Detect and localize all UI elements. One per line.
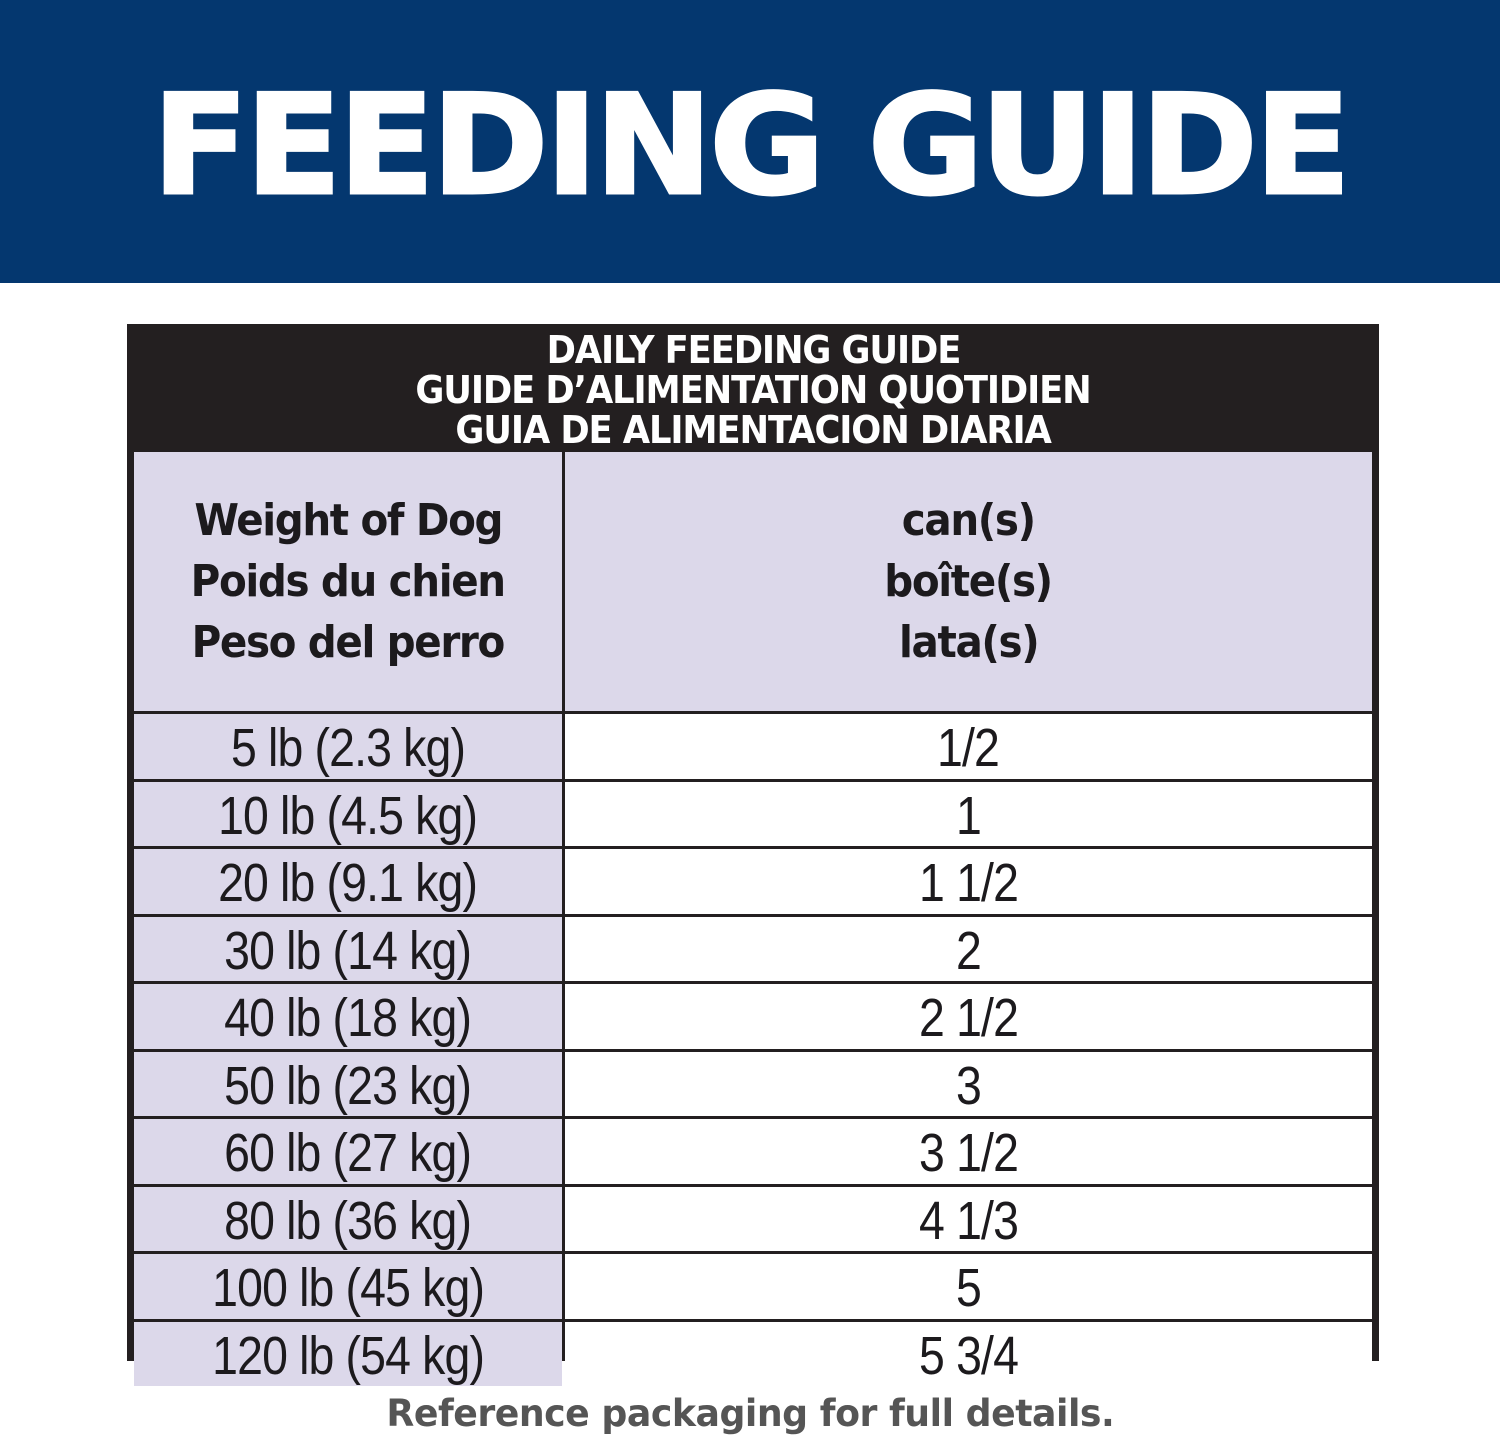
weight-value: 20 lb (9.1 kg) xyxy=(218,853,478,914)
cans-value: 2 xyxy=(956,920,982,981)
table-row-cans: 3 xyxy=(565,1051,1372,1116)
column-header-cans-french: boîte(s) xyxy=(884,556,1054,607)
column-header-cans-spanish: lata(s) xyxy=(898,617,1040,668)
column-header-weight-english: Weight of Dog xyxy=(194,495,503,546)
table-row-weight: 50 lb (23 kg) xyxy=(134,1051,562,1116)
table-row-weight: 120 lb (54 kg) xyxy=(134,1321,562,1386)
table-row-weight: 30 lb (14 kg) xyxy=(134,916,562,981)
table-title-french: GUIDE D’ALIMENTATION QUOTIDIEN xyxy=(415,368,1091,412)
weight-value: 30 lb (14 kg) xyxy=(224,920,473,981)
weight-value: 40 lb (18 kg) xyxy=(224,988,473,1049)
column-header-weight-french: Poids du chien xyxy=(190,556,506,607)
cans-value: 1 1/2 xyxy=(918,853,1019,914)
cans-value: 1/2 xyxy=(937,718,1000,779)
table-row-weight: 60 lb (27 kg) xyxy=(134,1119,562,1184)
column-header-weight-spanish: Peso del perro xyxy=(191,617,506,668)
weight-value: 60 lb (27 kg) xyxy=(224,1123,473,1184)
table-title-spanish: GUIA DE ALIMENTACION DIARIA xyxy=(455,408,1051,452)
cans-value: 2 1/2 xyxy=(918,988,1019,1049)
table-row-cans: 3 1/2 xyxy=(565,1119,1372,1184)
table-title: DAILY FEEDING GUIDE GUIDE D’ALIMENTATION… xyxy=(134,324,1372,452)
table-row-weight: 40 lb (18 kg) xyxy=(134,984,562,1049)
cans-value: 1 xyxy=(956,785,982,846)
footer-note-text: Reference packaging for full details. xyxy=(386,1392,1114,1435)
cans-value: 3 xyxy=(956,1055,982,1116)
table-row-cans: 1/2 xyxy=(565,714,1372,779)
cans-value: 5 3/4 xyxy=(918,1325,1019,1386)
table-row-cans: 1 1/2 xyxy=(565,849,1372,914)
table-title-english: DAILY FEEDING GUIDE xyxy=(546,328,961,372)
column-header-cans: can(s) boîte(s) lata(s) xyxy=(565,452,1372,711)
table-row-cans: 4 1/3 xyxy=(565,1186,1372,1251)
table-row-weight: 80 lb (36 kg) xyxy=(134,1186,562,1251)
table-row-cans: 2 xyxy=(565,916,1372,981)
weight-value: 100 lb (45 kg) xyxy=(212,1258,485,1319)
column-header-weight: Weight of Dog Poids du chien Peso del pe… xyxy=(134,452,562,711)
table-row-cans: 5 3/4 xyxy=(565,1321,1372,1386)
table-row-cans: 5 xyxy=(565,1254,1372,1319)
header-banner: FEEDING GUIDE xyxy=(0,0,1500,283)
weight-value: 10 lb (4.5 kg) xyxy=(218,785,478,846)
table-row-cans: 2 1/2 xyxy=(565,984,1372,1049)
table-row-cans: 1 xyxy=(565,781,1372,846)
footer-note: Reference packaging for full details. xyxy=(0,1392,1500,1435)
cans-value: 3 1/2 xyxy=(918,1123,1019,1184)
feeding-guide-table: DAILY FEEDING GUIDE GUIDE D’ALIMENTATION… xyxy=(127,324,1379,1386)
weight-value: 120 lb (54 kg) xyxy=(212,1325,485,1386)
table-row-weight: 20 lb (9.1 kg) xyxy=(134,849,562,914)
table-grid: Weight of Dog Poids du chien Peso del pe… xyxy=(134,452,1372,1386)
table-row-weight: 5 lb (2.3 kg) xyxy=(134,714,562,779)
column-header-cans-english: can(s) xyxy=(902,495,1036,546)
table-row-weight: 100 lb (45 kg) xyxy=(134,1254,562,1319)
cans-value: 5 xyxy=(956,1258,982,1319)
weight-value: 50 lb (23 kg) xyxy=(224,1055,473,1116)
table-row-weight: 10 lb (4.5 kg) xyxy=(134,781,562,846)
cans-value: 4 1/3 xyxy=(918,1190,1019,1251)
weight-value: 80 lb (36 kg) xyxy=(224,1190,473,1251)
page-title: FEEDING GUIDE xyxy=(151,64,1353,228)
weight-value: 5 lb (2.3 kg) xyxy=(230,718,466,779)
